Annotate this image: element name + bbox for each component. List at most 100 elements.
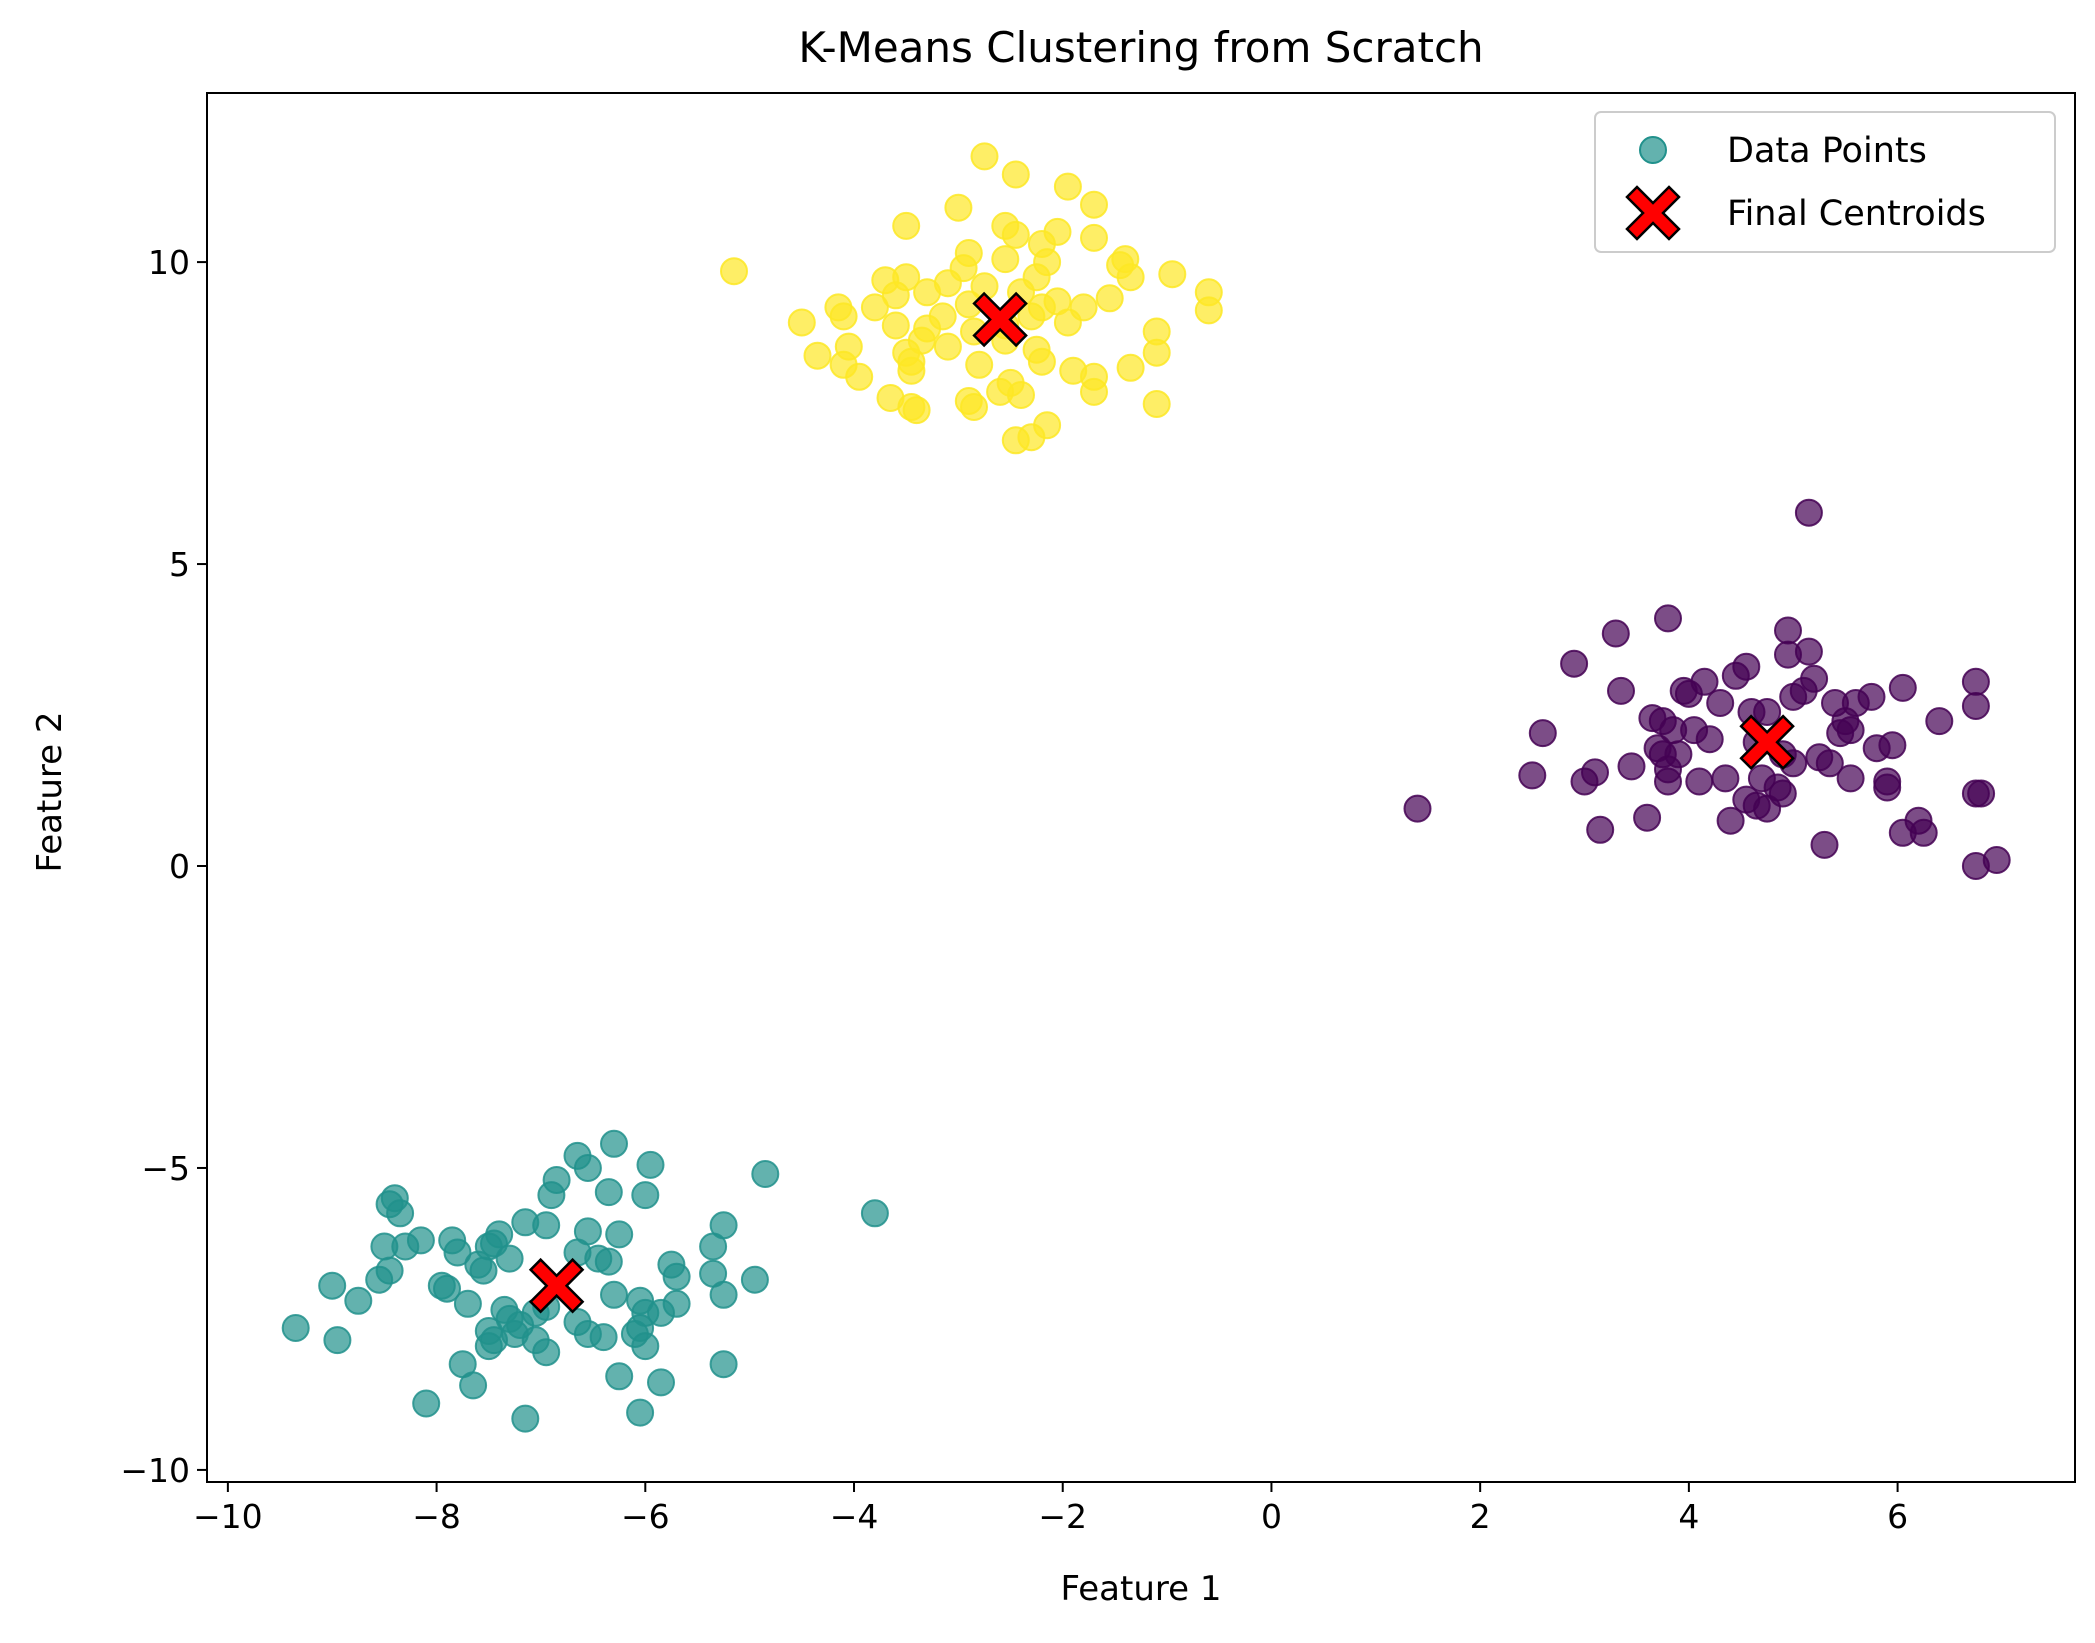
- data-point-cluster-1: [318, 1271, 347, 1300]
- x-tick-label: 4: [1678, 1497, 1699, 1536]
- data-point-cluster-0: [1967, 779, 1996, 808]
- data-point-cluster-0: [1753, 698, 1782, 726]
- y-tick-label: −5: [141, 1149, 190, 1188]
- data-point-cluster-0: [1560, 649, 1589, 678]
- data-point-cluster-1: [860, 1199, 889, 1228]
- legend: Data Points Final Centroids: [1594, 111, 2056, 253]
- data-point-cluster-2: [881, 311, 910, 340]
- y-tick-label: 0: [169, 847, 190, 886]
- data-point-cluster-1: [370, 1232, 399, 1261]
- y-tick-label: −10: [120, 1451, 190, 1490]
- data-point-cluster-1: [631, 1332, 660, 1361]
- data-point-cluster-0: [1570, 767, 1599, 796]
- data-point-cluster-0: [1925, 707, 1954, 736]
- data-point-cluster-2: [1017, 302, 1046, 331]
- data-point-cluster-0: [1836, 764, 1865, 793]
- data-point-cluster-2: [913, 278, 942, 307]
- data-point-cluster-0: [1961, 852, 1990, 880]
- data-point-cluster-2: [970, 142, 999, 171]
- x-axis-label: Feature 1: [1061, 1569, 1222, 1609]
- x-tick-label: 2: [1470, 1497, 1491, 1536]
- data-point-cluster-2: [902, 396, 931, 425]
- data-point-cluster-2: [845, 362, 874, 391]
- data-point-cluster-1: [751, 1160, 780, 1188]
- data-point-cluster-0: [1909, 818, 1938, 847]
- data-point-cluster-2: [1158, 260, 1187, 289]
- data-point-cluster-2: [1053, 308, 1082, 337]
- data-point-cluster-0: [1774, 640, 1802, 669]
- data-point-cluster-2: [1001, 160, 1030, 189]
- data-point-cluster-0: [1403, 794, 1432, 823]
- data-point-cluster-2: [1142, 338, 1171, 367]
- x-tick-label: −4: [830, 1497, 879, 1536]
- legend-label-final-centroids: Final Centroids: [1727, 194, 1986, 234]
- centroid-marker-1: [528, 1257, 585, 1314]
- data-point-cluster-2: [965, 350, 994, 379]
- data-point-cluster-0: [1810, 830, 1839, 859]
- legend-label-data-points: Data Points: [1727, 131, 1927, 171]
- data-point-cluster-1: [511, 1404, 540, 1433]
- data-point-cluster-0: [1794, 498, 1823, 527]
- data-point-cluster-1: [412, 1389, 441, 1418]
- data-point-cluster-1: [594, 1247, 623, 1276]
- data-point-cluster-1: [631, 1181, 660, 1210]
- data-point-cluster-1: [647, 1368, 675, 1397]
- data-point-cluster-1: [453, 1289, 482, 1318]
- data-point-cluster-0: [1836, 716, 1865, 745]
- data-point-cluster-1: [636, 1150, 665, 1179]
- data-point-cluster-0: [1586, 815, 1615, 844]
- data-point-cluster-0: [1528, 719, 1557, 748]
- data-point-cluster-1: [443, 1238, 472, 1267]
- data-point-cluster-1: [537, 1181, 566, 1210]
- data-point-cluster-0: [1873, 773, 1902, 802]
- data-point-cluster-0: [1685, 767, 1714, 796]
- data-point-cluster-2: [944, 193, 973, 222]
- y-tick-label: 5: [169, 545, 190, 584]
- data-points-layer: [281, 142, 2011, 1433]
- data-point-cluster-0: [1654, 604, 1682, 633]
- legend-data-points-marker: [1639, 136, 1667, 164]
- data-point-cluster-2: [1194, 296, 1223, 325]
- data-point-cluster-1: [626, 1398, 655, 1427]
- data-point-cluster-1: [589, 1323, 618, 1352]
- data-point-cluster-0: [1888, 673, 1917, 702]
- centroid-marker-2: [972, 291, 1028, 348]
- axes-frame: [206, 92, 2076, 1483]
- centroids-layer: [528, 291, 1795, 1314]
- data-point-cluster-1: [344, 1286, 373, 1315]
- data-point-cluster-0: [1961, 667, 1990, 696]
- data-point-cluster-0: [1753, 794, 1782, 823]
- data-point-cluster-2: [787, 308, 816, 337]
- data-point-cluster-1: [605, 1362, 634, 1391]
- data-point-cluster-1: [532, 1338, 561, 1367]
- data-point-cluster-2: [1095, 284, 1124, 313]
- data-point-cluster-0: [1674, 679, 1703, 708]
- data-point-cluster-0: [1617, 752, 1646, 781]
- data-point-cluster-2: [1080, 223, 1108, 252]
- y-axis-label: Feature 2: [30, 712, 70, 873]
- data-point-cluster-2: [803, 341, 832, 370]
- x-tick-label: −8: [412, 1497, 461, 1536]
- data-point-cluster-0: [1961, 692, 1990, 720]
- centroid-marker-0: [1739, 714, 1795, 770]
- data-point-cluster-1: [532, 1211, 561, 1240]
- data-point-cluster-2: [1080, 190, 1108, 219]
- data-point-cluster-1: [323, 1326, 352, 1355]
- data-point-cluster-1: [433, 1274, 461, 1303]
- data-point-cluster-1: [459, 1371, 488, 1400]
- data-point-cluster-2: [1116, 353, 1145, 382]
- data-point-cluster-1: [495, 1244, 524, 1273]
- legend-box: [1594, 111, 2056, 253]
- data-point-cluster-2: [1001, 426, 1030, 455]
- data-point-cluster-2: [933, 332, 962, 361]
- data-point-cluster-0: [1654, 767, 1682, 796]
- data-point-cluster-1: [699, 1232, 728, 1261]
- data-point-cluster-1: [281, 1314, 310, 1342]
- data-point-cluster-0: [1518, 761, 1547, 790]
- data-point-cluster-1: [709, 1280, 738, 1309]
- data-point-cluster-0: [1711, 764, 1740, 793]
- data-point-cluster-2: [1007, 381, 1035, 409]
- data-point-cluster-0: [1716, 806, 1745, 835]
